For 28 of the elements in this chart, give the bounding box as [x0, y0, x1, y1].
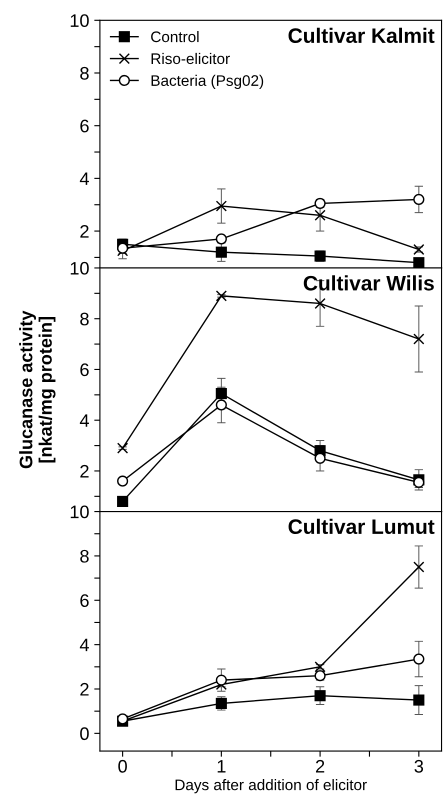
chart-title: Cultivar Wilis: [304, 275, 434, 291]
x-tick-label: 3: [414, 760, 424, 773]
y-tick-label: 6: [80, 594, 89, 607]
y-tick-label: 2: [80, 225, 89, 238]
y-axis-title: Glucanase activity [nkat/mg protein]: [19, 310, 56, 468]
y-tick-label: 6: [80, 363, 89, 376]
y-tick-label: 10: [70, 14, 89, 28]
x-tick-label: 0: [118, 760, 127, 773]
y-tick-label: 8: [80, 312, 89, 326]
legend-label: Bacteria (Psg02): [152, 74, 264, 89]
y-tick-label: 8: [80, 550, 89, 563]
legend-label: Riso-elicitor: [152, 52, 230, 64]
y-tick-label: 4: [80, 172, 89, 185]
y-tick-label: 10: [70, 262, 89, 275]
legend-label: Control: [151, 30, 199, 42]
chart-title: Cultivar Lumut: [288, 518, 434, 534]
y-tick-label: 8: [80, 66, 89, 80]
x-tick-label: 2: [316, 760, 324, 773]
x-tick-label: 1: [218, 760, 226, 773]
y-tick-label: 2: [80, 682, 89, 696]
y-tick-label: 0: [80, 727, 89, 740]
y-tick-label: 10: [70, 505, 89, 518]
y-tick-label: 6: [80, 120, 89, 132]
x-axis-title: Days after addition of elicitor: [176, 779, 367, 794]
y-tick-label: 2: [80, 464, 89, 478]
y-tick-label: 4: [80, 414, 89, 427]
chart-title: Cultivar Kalmit: [288, 28, 434, 44]
y-tick-label: 4: [80, 638, 89, 652]
